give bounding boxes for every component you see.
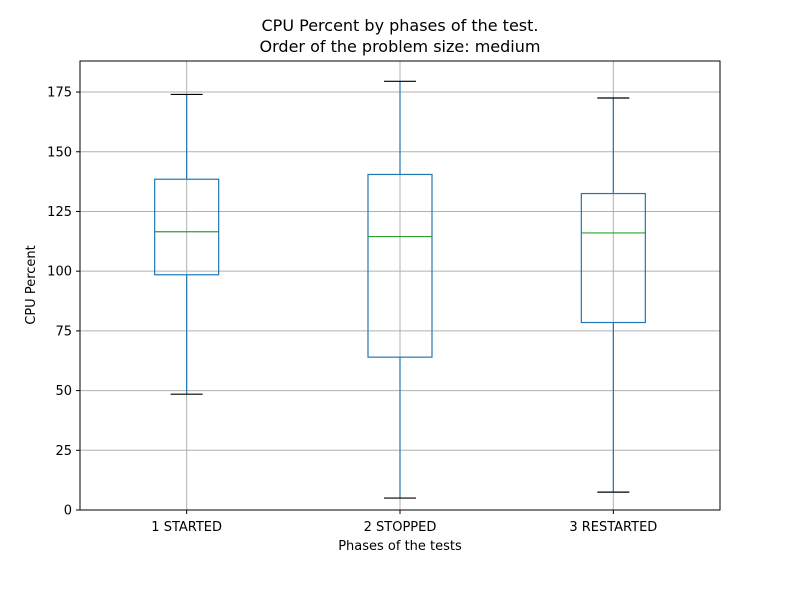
x-tick-label: 3 RESTARTED	[569, 520, 657, 535]
box-2	[367, 80, 433, 499]
y-tick-label: 0	[64, 504, 72, 519]
iqr-box	[580, 192, 646, 324]
x-tick-label: 1 STARTED	[151, 520, 222, 535]
tick-layer: 0 25 50 75 100 125 150 175 1 STARTED 2 STOPPED 3 R…	[47, 86, 657, 535]
chart-title-line-1: CPU Percent by phases of the test.	[262, 16, 539, 35]
y-tick-label: 100	[47, 265, 72, 280]
chart-title-line-2: Order of the problem size: medium	[260, 37, 541, 56]
box-layer	[154, 80, 646, 499]
box-3	[580, 97, 646, 493]
y-tick-label: 75	[55, 324, 72, 339]
y-tick-label: 125	[47, 205, 72, 220]
x-tick-label: 2 STOPPED	[364, 520, 437, 535]
y-axis-label: CPU Percent	[24, 245, 39, 324]
box-1	[154, 93, 220, 395]
x-axis-label: Phases of the tests	[338, 539, 462, 554]
y-tick-label: 50	[55, 384, 72, 399]
y-tick-label: 150	[47, 145, 72, 160]
iqr-box	[367, 173, 433, 358]
y-tick-label: 175	[47, 86, 72, 101]
iqr-box	[154, 178, 220, 276]
y-tick-label: 25	[55, 444, 72, 459]
